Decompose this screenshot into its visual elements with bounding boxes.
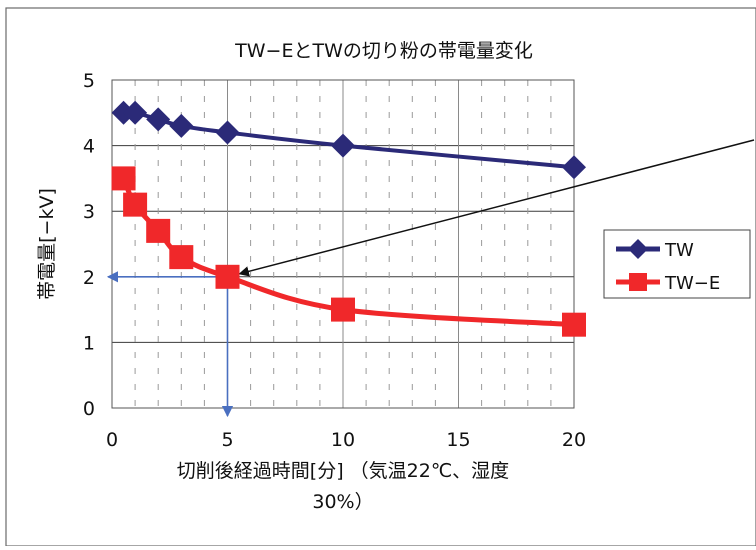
x-axis-label-line2: 30%）	[312, 491, 373, 513]
data-point-tw	[331, 133, 355, 158]
annotations	[106, 139, 755, 418]
data-point-tw	[562, 155, 586, 180]
legend-label-tw: TW	[664, 240, 694, 261]
y-axis-label: 帯電量[−kV]	[36, 188, 58, 300]
data-point-tw-e	[146, 218, 171, 243]
callout-arrow	[238, 139, 755, 277]
legend-box	[603, 229, 751, 299]
x-tick-label: 15	[446, 429, 470, 451]
y-tick-label: 5	[83, 70, 95, 92]
legend-marker-tw-e	[629, 273, 647, 291]
legend-item-tw-e: TW−E	[616, 273, 720, 294]
legend-label-tw-e: TW−E	[664, 273, 720, 294]
x-tick-label: 10	[331, 429, 355, 451]
data-point-tw	[215, 120, 240, 145]
data-point-tw-e	[562, 312, 586, 337]
y-tick-label: 2	[83, 267, 95, 289]
x-tick-label: 20	[562, 429, 586, 451]
x-axis-ticks: 0 5 10 15 20	[106, 429, 586, 451]
data-point-tw-e	[123, 192, 148, 217]
y-tick-label: 1	[83, 332, 95, 354]
grid	[112, 80, 574, 408]
y-axis-ticks: 0 1 2 3 4 5	[83, 70, 95, 420]
legend: TW TW−E	[603, 229, 751, 299]
data-point-tw-e	[111, 166, 136, 191]
series-layer	[111, 100, 586, 337]
data-point-tw-e	[169, 245, 194, 270]
data-point-tw	[169, 113, 194, 138]
plot-border	[111, 79, 575, 409]
x-axis-label-line1: 切削後経過時間[分] （気温22℃、湿度	[177, 460, 509, 482]
legend-item-tw: TW	[616, 239, 694, 261]
data-point-tw	[123, 100, 148, 125]
data-point-tw	[146, 107, 171, 132]
chart-title: TW−EとTWの切り粉の帯電量変化	[234, 40, 533, 62]
y-tick-label: 0	[83, 398, 95, 420]
y-tick-label: 3	[83, 201, 95, 223]
data-point-tw-e	[331, 297, 355, 322]
data-point-tw-e	[215, 264, 240, 289]
x-tick-label: 5	[221, 429, 233, 451]
y-tick-label: 4	[83, 136, 95, 158]
legend-marker-tw	[628, 239, 648, 259]
x-tick-label: 0	[106, 429, 118, 451]
